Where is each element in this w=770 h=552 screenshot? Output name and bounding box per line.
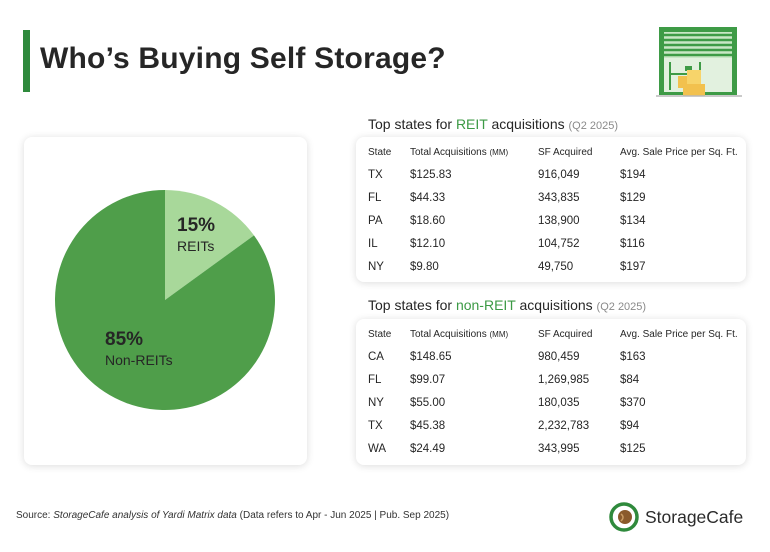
non-reit-heading-highlight: non-REIT	[455, 297, 516, 313]
reit-heading-highlight: REIT	[455, 116, 488, 132]
reit-table-heading: Top states for REIT acquisitions (Q2 202…	[368, 116, 619, 132]
table-row: CA $148.65 980,459 $163	[368, 350, 646, 363]
source-note: Source: StorageCafe analysis of Yardi Ma…	[16, 510, 450, 521]
page-title: Who’s Buying Self Storage?	[40, 42, 446, 75]
reit-heading-period: (Q2 2025)	[568, 120, 619, 132]
storagecafe-logo: StorageCafe	[609, 502, 743, 532]
col-avg-price: Avg. Sale Price per Sq. Ft.	[620, 146, 738, 158]
non-reit-table-card: State Total Acquisitions (MM) SF Acquire…	[356, 319, 746, 465]
table-row: TX $45.38 2,232,783 $94	[368, 419, 640, 432]
pie-chart: 15% REITs 85% Non-REITs	[54, 190, 275, 410]
logo-text: StorageCafe	[645, 506, 744, 527]
col-sf-acquired: SF Acquired	[538, 328, 593, 340]
table-row: FL $99.07 1,269,985 $84	[368, 373, 640, 386]
reit-percent-label: 15%	[177, 215, 215, 236]
pie-slice-reits	[165, 190, 254, 300]
reit-slice-label: REITs	[177, 238, 214, 254]
non-reit-percent-label: 85%	[105, 329, 143, 350]
non-reit-table-heading: Top states for non-REIT acquisitions (Q2…	[368, 297, 647, 313]
table-row: WA $24.49 343,995 $125	[368, 442, 646, 455]
pie-chart-card: 15% REITs 85% Non-REITs	[24, 137, 307, 465]
non-reit-table: State Total Acquisitions (MM) SF Acquire…	[368, 323, 746, 460]
pie-slice-non-reits	[54, 190, 275, 410]
storage-unit-illustration-icon	[656, 24, 742, 100]
col-state: State	[368, 328, 392, 340]
col-avg-price: Avg. Sale Price per Sq. Ft.	[620, 328, 738, 340]
table-row: NY $9.80 49,750 $197	[368, 260, 646, 273]
table-row: PA $18.60 138,900 $134	[368, 214, 646, 227]
reit-table-card: State Total Acquisitions (MM) SF Acquire…	[356, 137, 746, 282]
col-total-acquisitions: Total Acquisitions (MM)	[410, 146, 509, 158]
table-row: TX $125.83 916,049 $194	[368, 168, 646, 181]
col-sf-acquired: SF Acquired	[538, 146, 593, 158]
non-reit-slice-label: Non-REITs	[105, 352, 173, 368]
non-reit-heading-period: (Q2 2025)	[596, 301, 647, 313]
reit-table: State Total Acquisitions (MM) SF Acquire…	[368, 141, 746, 278]
table-row: IL $12.10 104,752 $116	[368, 237, 645, 250]
storagecafe-logo-icon	[609, 502, 639, 532]
col-state: State	[368, 146, 392, 158]
table-row: NY $55.00 180,035 $370	[368, 396, 646, 409]
table-row: FL $44.33 343,835 $129	[368, 191, 646, 204]
title-accent-bar	[23, 30, 30, 92]
col-total-acquisitions: Total Acquisitions (MM)	[410, 328, 509, 340]
